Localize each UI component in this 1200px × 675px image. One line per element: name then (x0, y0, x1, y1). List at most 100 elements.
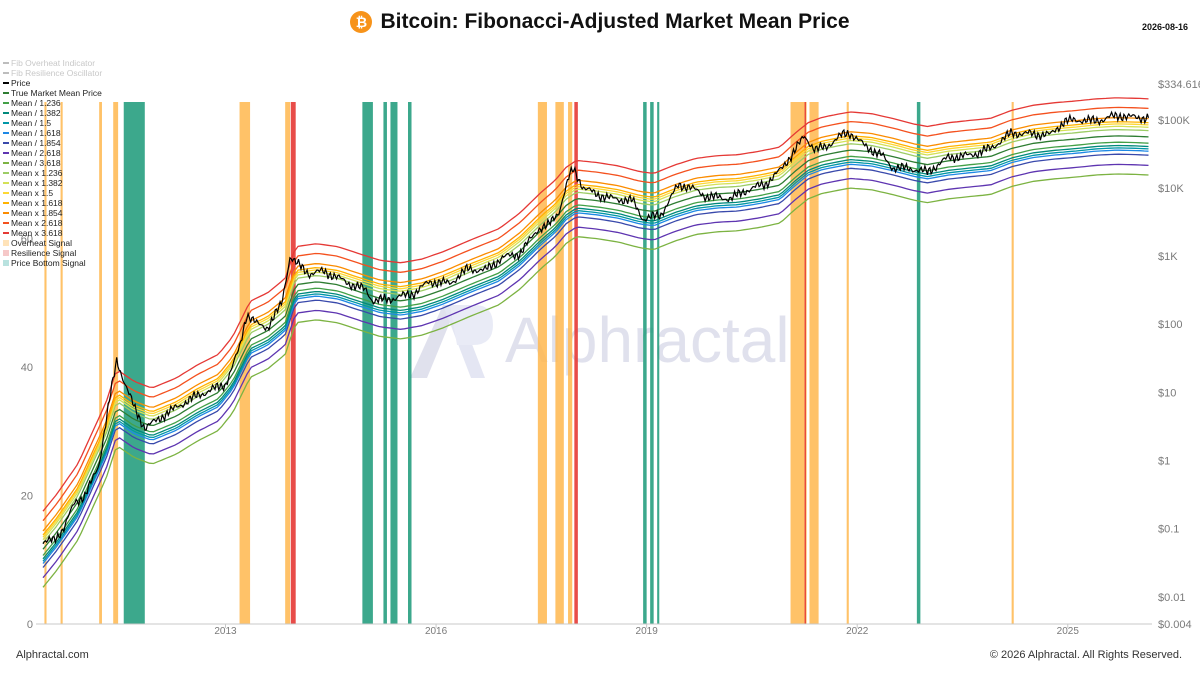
legend-item-mean-2-618[interactable]: Mean / 2.618 (3, 148, 102, 158)
legend-item-mean-x-2-618[interactable]: Mean x 2.618 (3, 218, 102, 228)
y-right-tick-label: $1 (1158, 456, 1170, 468)
legend-item-mean-x-1-382[interactable]: Mean x 1.382 (3, 178, 102, 188)
legend-label: Resilience Signal (11, 248, 77, 258)
signal-band-overheat-signal-8 (568, 102, 573, 624)
signal-band-resilience-signal-0 (290, 102, 296, 624)
band-line-mean-x-1-618 (42, 121, 1149, 536)
band-line-mean-x-1-382 (42, 125, 1149, 541)
y-right-tick-label: $100K (1158, 115, 1190, 127)
signal-band-price-bottom-signal-1 (362, 102, 373, 624)
legend-line-icon (3, 162, 9, 164)
x-axis-ticks: 2013 2016 2019 2022 2025 (214, 624, 1079, 637)
legend-item-mean-x-1-5[interactable]: Mean x 1.5 (3, 188, 102, 198)
legend-swatch-icon (3, 260, 9, 266)
y-right-tick-label: $10K (1158, 183, 1184, 195)
legend-item-mean-1-236[interactable]: Mean / 1.236 (3, 98, 102, 108)
legend-item-mean-3-618[interactable]: Mean / 3.618 (3, 158, 102, 168)
legend-label: Mean / 2.618 (11, 148, 61, 158)
signal-band-overheat-signal-10 (809, 102, 819, 624)
signal-band-resilience-signal-2 (804, 102, 806, 624)
signal-band-overheat-signal-1 (60, 102, 63, 624)
legend-item-mean-x-1-618[interactable]: Mean x 1.618 (3, 198, 102, 208)
legend-line-icon (3, 202, 9, 204)
y-right-tick-label: $100 (1158, 319, 1182, 331)
price-series (42, 110, 1150, 545)
legend-label: Fib Resilience Oscillator (11, 68, 103, 78)
legend-label: Mean / 1.618 (11, 128, 61, 138)
legend-line-icon (3, 192, 9, 194)
legend-label: Price Bottom Signal (11, 258, 86, 268)
signal-band-overheat-signal-5 (285, 102, 291, 624)
signal-band-overheat-signal-2 (99, 102, 102, 624)
legend-label: Mean x 1.854 (11, 208, 63, 218)
signal-band-price-bottom-signal-4 (408, 102, 412, 624)
band-line-mean-x-1-854 (42, 116, 1149, 532)
legend-item-price-bottom-signal[interactable]: Price Bottom Signal (3, 258, 102, 268)
legend-item-mean-1-854[interactable]: Mean / 1.854 (3, 138, 102, 148)
legend-item-fib-resilience-oscillator[interactable]: Fib Resilience Oscillator (3, 68, 102, 78)
legend-item-fib-overheat-indicator[interactable]: Fib Overheat Indicator (3, 58, 102, 68)
legend-item-mean-x-1-236[interactable]: Mean x 1.236 (3, 168, 102, 178)
legend-label: True Market Mean Price (11, 88, 102, 98)
x-tick-label-2019: 2019 (636, 626, 659, 637)
legend-item-overheat-signal[interactable]: Overheat Signal (3, 238, 102, 248)
y-right-tick-label: $0.01 (1158, 592, 1186, 604)
legend-line-icon (3, 82, 9, 84)
signal-band-price-bottom-signal-5 (643, 102, 647, 624)
x-tick-label-2013: 2013 (214, 626, 237, 637)
legend-item-true-market-mean-price[interactable]: True Market Mean Price (3, 88, 102, 98)
signal-band-price-bottom-signal-8 (916, 102, 921, 624)
legend-swatch-icon (3, 250, 9, 256)
signal-band-overheat-signal-11 (846, 102, 849, 624)
band-line-mean-x-1-5 (42, 123, 1149, 538)
legend-label: Mean x 1.5 (11, 188, 54, 198)
legend-line-icon (3, 112, 9, 114)
band-line-mean-1-5 (42, 147, 1149, 562)
legend-line-icon (3, 232, 9, 234)
signal-band-overheat-signal-7 (555, 102, 564, 624)
signal-band-resilience-signal-1 (574, 102, 578, 624)
legend-item-mean-1-382[interactable]: Mean / 1.382 (3, 108, 102, 118)
bitcoin-logo-icon: ₿ (350, 11, 373, 33)
legend-label: Mean / 1.382 (11, 108, 61, 118)
x-tick-label-2025: 2025 (1057, 626, 1080, 637)
legend-item-mean-1-5[interactable]: Mean / 1.5 (3, 118, 102, 128)
signal-band-overheat-signal-9 (790, 102, 807, 624)
legend-line-icon (3, 122, 9, 124)
legend: Fib Overheat Indicator Fib Resilience Osc… (3, 58, 102, 268)
signal-band-overheat-signal-12 (1011, 102, 1014, 624)
legend-item-mean-x-1-854[interactable]: Mean x 1.854 (3, 208, 102, 218)
legend-line-icon (3, 182, 9, 184)
chart-header: ₿ Bitcoin: Fibonacci-Adjusted Market Mea… (0, 6, 1200, 38)
y-right-tick-label: $10 (1158, 387, 1176, 399)
y-left-tick-label: 20 (21, 490, 33, 502)
y-right-tick-label: $1K (1158, 251, 1178, 263)
signal-band-price-bottom-signal-0 (123, 102, 145, 624)
legend-label: Fib Overheat Indicator (11, 58, 96, 68)
x-tick-label-2016: 2016 (425, 626, 448, 637)
legend-item-price[interactable]: Price (3, 78, 102, 88)
legend-item-mean-1-618[interactable]: Mean / 1.618 (3, 128, 102, 138)
y-right-tick-label: $0.004 (1158, 619, 1192, 631)
y-left-tick-label: 0 (27, 619, 33, 631)
signal-band-price-bottom-signal-6 (650, 102, 654, 624)
band-line-true-market-mean-price (42, 135, 1149, 550)
legend-line-icon (3, 172, 9, 174)
signal-band-price-bottom-signal-2 (383, 102, 387, 624)
band-line-mean-x-2-618 (42, 106, 1149, 522)
band-line-mean-1-854 (42, 153, 1149, 568)
legend-label: Mean x 3.618 (11, 228, 63, 238)
legend-label: Overheat Signal (11, 238, 72, 248)
legend-line-icon (3, 62, 9, 64)
chart-title: Bitcoin: Fibonacci-Adjusted Market Mean … (380, 10, 850, 33)
y-left-tick-label: 60 (21, 233, 33, 245)
band-line-mean-1-236 (42, 141, 1149, 556)
legend-item-resilience-signal[interactable]: Resilience Signal (3, 248, 102, 258)
footer-site-link[interactable]: Alphractal.com (16, 649, 89, 661)
legend-line-icon (3, 222, 9, 224)
legend-item-mean-x-3-618[interactable]: Mean x 3.618 (3, 228, 102, 238)
band-line-mean-1-618 (42, 149, 1149, 564)
band-line-mean-x-1-236 (42, 129, 1149, 544)
y-axis-left-ticks: 0 20 40 60 (21, 233, 33, 631)
date-label: 2026-08-16 (1141, 22, 1188, 32)
